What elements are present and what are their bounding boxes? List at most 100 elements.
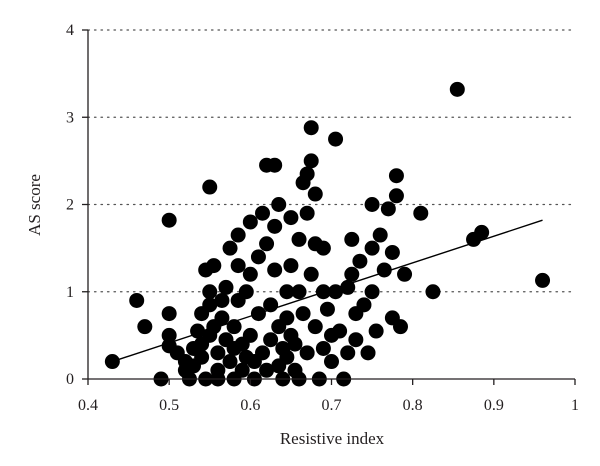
data-point [202,179,218,195]
data-points [104,81,551,387]
y-tick-label: 2 [66,197,74,214]
data-point [425,284,441,300]
data-point [137,319,153,335]
data-point [364,284,380,300]
y-tick-label: 3 [66,109,74,126]
data-point [303,266,319,282]
data-point [242,327,258,343]
data-point [315,340,331,356]
data-point [328,131,344,147]
data-point [291,231,307,247]
data-point [263,332,279,348]
data-point [364,197,380,212]
data-point [307,319,323,335]
x-tick-label: 0.7 [322,397,342,414]
data-point [279,284,295,300]
x-tick-label: 0.4 [78,397,98,414]
data-point [206,258,222,274]
data-point [535,272,551,288]
data-point [267,262,283,278]
data-point [303,120,319,136]
data-point [218,279,234,295]
data-point [230,258,246,274]
data-point [307,186,323,202]
data-point [413,205,429,221]
x-tick-label: 1 [571,397,579,414]
data-point [303,153,319,169]
data-point [255,205,271,221]
data-point [190,323,206,339]
data-point [344,231,360,247]
data-point [368,323,384,339]
y-tick-label: 1 [66,284,74,301]
data-point [348,332,364,348]
data-point [238,284,254,300]
data-point [392,319,408,335]
data-point [474,224,490,240]
data-point [384,244,400,260]
data-point [291,284,307,300]
data-point [263,297,279,313]
data-point [161,306,177,322]
data-point [202,284,218,300]
data-point [129,292,145,308]
data-point [364,240,380,256]
data-point [324,354,339,370]
data-point [449,81,465,97]
data-point [267,218,283,234]
data-point [344,266,360,282]
data-point [271,197,287,212]
data-point [388,188,404,204]
data-point [222,354,238,370]
data-point [259,236,275,252]
data-point [226,319,242,335]
data-point [267,157,283,173]
y-tick-label: 0 [66,371,74,388]
x-tick-label: 0.9 [484,397,504,414]
data-point [242,214,258,230]
y-axis-label: AS score [25,174,44,236]
data-point [295,306,311,322]
x-tick-label: 0.6 [240,397,260,414]
data-point [194,349,210,365]
data-point [230,227,246,243]
data-point [161,212,177,228]
data-point [356,297,372,313]
data-point [250,306,266,322]
data-point [380,201,396,217]
data-point [315,240,331,256]
data-point [210,345,226,361]
data-point [104,354,120,370]
data-point [299,345,315,361]
tick-labels: 0 1 2 3 4 0.4 0.5 0.6 0.7 0.8 0.9 1 [66,22,579,414]
data-point [372,227,388,243]
data-point [328,284,344,300]
data-point [340,279,356,295]
data-point [397,266,413,282]
data-point [283,210,299,226]
data-point [315,284,331,300]
x-tick-label: 0.8 [403,397,423,414]
data-point [388,168,404,184]
data-point [214,292,230,308]
data-point [352,253,368,269]
data-point [250,249,266,265]
axes [82,29,576,385]
data-point [360,345,376,361]
data-point [332,323,348,339]
data-point [299,205,315,221]
data-point [255,345,271,361]
data-point [222,240,238,256]
data-point [279,310,295,326]
x-axis-label: Resistive index [280,429,385,448]
data-point [283,258,299,274]
data-point [287,336,303,352]
gridlines [87,29,576,293]
data-point [161,327,177,343]
data-point [299,166,315,182]
data-point [319,301,335,317]
data-point [376,262,392,278]
data-point [259,362,275,378]
